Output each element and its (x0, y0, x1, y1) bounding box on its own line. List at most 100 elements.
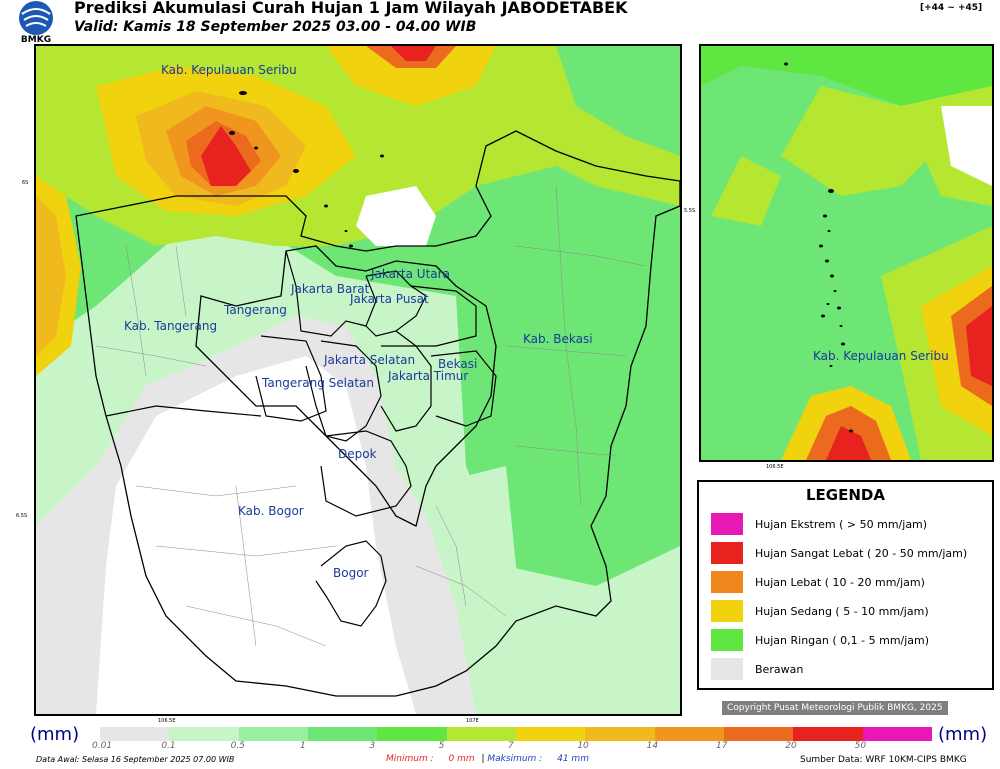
label-jakarta-pusat: Jakarta Pusat (349, 292, 429, 306)
colorbar-tick-label: 0.01 (92, 741, 113, 751)
bogor-outline (315, 540, 387, 627)
colorbar-segment (100, 727, 170, 741)
colorbar-segment (585, 727, 655, 741)
label-jakarta-barat: Jakarta Barat (290, 282, 370, 296)
rain-field-light-south (466, 466, 536, 714)
inset-rain-green-top (701, 46, 992, 106)
legend-item: Hujan Ekstrem ( > 50 mm/jam) (711, 513, 927, 535)
colorbar-tick-label: 17 (716, 741, 728, 751)
main-map-canvas: Kab. Kepulauan Seribu Jakarta Utara Jaka… (36, 46, 680, 714)
bekasi-outline (430, 350, 497, 427)
colorbar-segment (377, 727, 447, 741)
data-source: Sumber Data: WRF 10KM-CIPS BMKG (800, 755, 967, 765)
rain-field-red (201, 126, 251, 186)
label-kepulauan-seribu: Kab. Kepulauan Seribu (161, 63, 297, 77)
legend-item: Hujan Ringan ( 0,1 - 5 mm/jam) (711, 629, 929, 651)
legend-label: Berawan (755, 662, 804, 676)
inset-rain-lime (781, 86, 941, 196)
label-bekasi: Bekasi (438, 357, 477, 371)
inset-label-kepulauan-seribu: Kab. Kepulauan Seribu (813, 349, 949, 363)
label-kab-tangerang: Kab. Tangerang (124, 319, 217, 333)
colorbar-segment (515, 727, 586, 741)
main-map: Kab. Kepulauan Seribu Jakarta Utara Jaka… (34, 44, 682, 716)
label-depok: Depok (338, 447, 377, 461)
valid-time: Valid: Kamis 18 September 2025 03.00 - 0… (74, 19, 477, 35)
legend-swatch-berawan (711, 658, 743, 680)
colorbar-segment (793, 727, 863, 741)
lon-label-107e: 107E (466, 718, 479, 724)
legend-swatch-sangat-lebat (711, 542, 743, 564)
colorbar-tick-label: 7 (508, 741, 514, 751)
tangsel-outline (255, 335, 327, 422)
rain-field-yellow-top (326, 46, 496, 106)
legend-swatch-ringan (711, 629, 743, 651)
data-awal: Data Awal: Selasa 16 September 2025 07.0… (36, 755, 235, 764)
maximum-label: Maksimum : (487, 754, 543, 764)
colorbar-tick-label: 3 (369, 741, 376, 751)
inset-map: Kab. Kepulauan Seribu (699, 44, 994, 462)
bmkg-logo: BMKG (19, 1, 53, 44)
lat-label-6s: 6S (22, 180, 29, 186)
inset-lat-label: 5.5S (684, 208, 696, 214)
colorbar-segment (307, 727, 378, 741)
legend: LEGENDA Hujan Ekstrem ( > 50 mm/jam) Huj… (697, 480, 994, 690)
islands (229, 91, 384, 248)
inset-lon-label: 106.5E (766, 464, 784, 470)
rain-field-red-top (391, 46, 436, 61)
rain-field-orange-west (36, 196, 66, 356)
kab-bogor-north-border (105, 405, 262, 417)
label-jakarta-selatan: Jakarta Selatan (323, 353, 415, 367)
depok-outline (320, 430, 412, 517)
label-jakarta-utara: Jakarta Utara (370, 267, 450, 281)
inset-islands (784, 62, 853, 433)
jaksel-outline (305, 340, 382, 442)
colorbar-unit-right: (mm) (938, 724, 988, 745)
rain-field-green-ne (556, 46, 680, 156)
colorbar-tick-label: 14 (646, 741, 659, 751)
colorbar-tick-label: 10 (577, 741, 589, 751)
colorbar-tick-label: 20 (785, 741, 797, 751)
legend-swatch-sedang (711, 600, 743, 622)
page-title: Prediksi Akumulasi Curah Hujan 1 Jam Wil… (74, 0, 628, 17)
label-kab-bogor: Kab. Bogor (238, 504, 304, 518)
colorbar-tick-label: 0.1 (161, 741, 176, 751)
colorbar-segment (654, 727, 724, 741)
jaktim-outline (380, 345, 432, 432)
lead-time: [+44 ~ +45] (920, 3, 983, 13)
separator: | (481, 754, 485, 764)
colorbar-unit-left: (mm) (30, 724, 80, 745)
inset-map-canvas: Kab. Kepulauan Seribu (701, 46, 992, 460)
colorbar-tick-label: 50 (854, 741, 867, 751)
label-bogor: Bogor (333, 566, 369, 580)
label-tangerang-selatan: Tangerang Selatan (261, 376, 374, 390)
jakpus-outline (365, 270, 427, 337)
legend-title: LEGENDA (806, 486, 885, 504)
legend-swatch-lebat (711, 571, 743, 593)
colorbar (100, 727, 932, 741)
colorbar-segment (169, 727, 239, 741)
inset-rain-red-east (966, 306, 992, 386)
lon-label-1065e: 106.5E (158, 718, 176, 724)
logo-text: BMKG (21, 35, 51, 44)
subdistrict-lines (95, 185, 647, 647)
colorbar-tick-label: 0.5 (230, 741, 245, 751)
legend-label: Hujan Lebat ( 10 - 20 mm/jam) (755, 575, 925, 589)
lat-label-65s: 6.5S (16, 513, 28, 519)
legend-label: Hujan Sedang ( 5 - 10 mm/jam) (755, 604, 929, 618)
province-outline (75, 130, 680, 697)
colorbar-segment (723, 727, 794, 741)
inset-no-rain (941, 106, 992, 186)
minimum-value: 0 mm (448, 754, 475, 764)
maximum-value: 41 mm (557, 754, 589, 764)
minimum-label: Minimum : (386, 754, 434, 764)
legend-item: Berawan (711, 658, 803, 680)
colorbar-segment (446, 727, 516, 741)
inset-rain-lime-west (711, 156, 781, 226)
colorbar-tick-label: 5 (438, 741, 445, 751)
jakut-outline (395, 285, 477, 347)
colorbar-segment (862, 727, 932, 741)
legend-item: Hujan Sangat Lebat ( 20 - 50 mm/jam) (711, 542, 967, 564)
no-rain-zone-north (356, 186, 436, 246)
legend-label: Hujan Sangat Lebat ( 20 - 50 mm/jam) (755, 546, 968, 560)
label-kab-bekasi: Kab. Bekasi (523, 332, 593, 346)
